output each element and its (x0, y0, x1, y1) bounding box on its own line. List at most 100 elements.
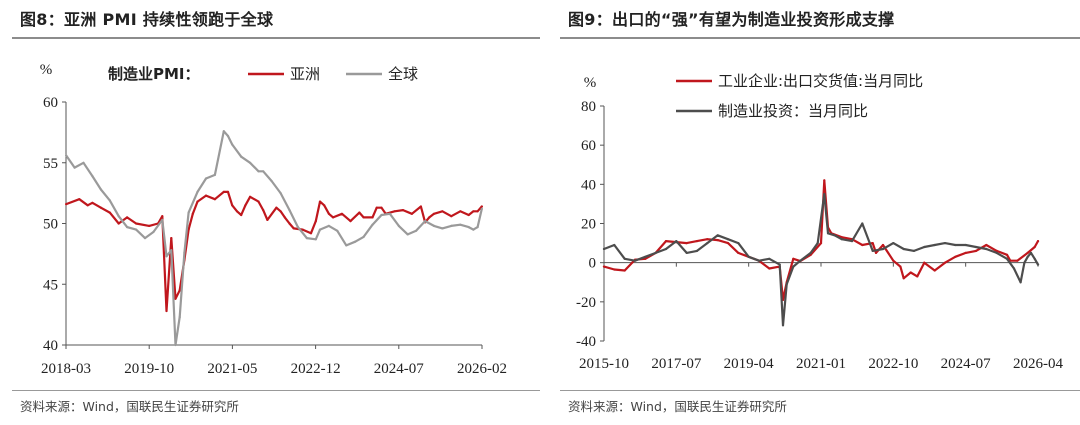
data-point-s1-38 (309, 232, 313, 235)
data-point-s2-12 (165, 255, 168, 258)
data-point-s2-42 (995, 251, 998, 254)
data-point-s1-16 (768, 267, 771, 270)
data-point-s2-3 (91, 175, 94, 178)
data-point-s2-52 (472, 228, 475, 231)
y-tick-label: 55 (43, 156, 58, 172)
data-point-s1-41 (954, 255, 957, 258)
data-point-s2-15 (178, 316, 181, 319)
data-point-s2-22 (226, 134, 230, 138)
right-source-rule (560, 390, 1080, 391)
data-point-s1-13 (737, 251, 740, 254)
y-axis-unit-label: % (584, 75, 597, 91)
data-point-s2-20 (213, 173, 216, 176)
data-point-s1-42 (327, 212, 330, 215)
data-point-s2-48 (441, 227, 444, 230)
left-panel-title: 图8：亚洲 PMI 持续性领跑于全球 (20, 10, 274, 29)
data-point-s1-4 (99, 206, 102, 209)
data-point-s2-32 (305, 237, 308, 240)
data-point-s1-6 (664, 240, 668, 243)
data-point-s2-14 (174, 343, 177, 347)
data-point-s1-50 (380, 206, 383, 209)
data-point-s1-39 (933, 269, 936, 272)
data-point-s1-1 (78, 198, 81, 201)
data-point-s2-49 (450, 224, 453, 227)
data-point-s2-45 (415, 229, 418, 232)
data-point-s1-45 (995, 249, 998, 252)
data-point-s2-51 (467, 226, 470, 229)
series-line-1 (602, 179, 1040, 301)
data-point-s1-8 (685, 242, 688, 245)
data-point-s1-44 (985, 243, 988, 247)
data-point-s2-44 (406, 233, 409, 236)
data-point-s1-12 (165, 309, 168, 313)
data-point-s1-7 (126, 216, 129, 219)
data-point-s2-36 (336, 229, 339, 232)
data-point-s1-46 (1005, 253, 1009, 256)
data-point-s2-31 (296, 226, 299, 229)
x-tick-label: 2019-04 (724, 356, 774, 372)
data-point-s2-53 (476, 226, 479, 229)
data-point-s1-54 (410, 212, 413, 215)
data-point-s2-36 (933, 243, 936, 247)
data-point-s1-28 (249, 195, 252, 198)
y-tick-label: 40 (581, 177, 596, 193)
data-point-s1-31 (266, 218, 269, 221)
data-point-s1-15 (178, 289, 181, 292)
data-point-s1-42 (964, 251, 967, 254)
data-point-s2-1 (613, 243, 616, 247)
data-point-s2-0 (602, 247, 606, 251)
data-point-s2-18 (781, 324, 785, 327)
x-tick-label: 2022-10 (868, 356, 918, 372)
data-point-s1-25 (235, 210, 239, 213)
right-chart: -40 -20 0 20 40 60 80% 2015-10 2017-07 2019-04 202… (576, 72, 1063, 372)
data-point-s1-19 (196, 200, 199, 203)
data-point-s2-42 (388, 212, 391, 215)
data-point-s2-21 (222, 130, 225, 133)
left-title-rule (12, 37, 540, 39)
data-point-s1-34 (899, 265, 902, 268)
data-point-s2-24 (823, 193, 826, 196)
data-point-s2-21 (799, 259, 802, 262)
data-point-s1-24 (231, 204, 234, 207)
x-tick-label: 2021-01 (796, 356, 846, 372)
data-point-s2-30 (871, 249, 874, 252)
data-point-s1-60 (450, 215, 453, 218)
data-point-s1-0 (65, 203, 68, 206)
data-point-s1-63 (472, 210, 475, 213)
data-point-s1-37 (916, 275, 919, 278)
data-point-s1-49 (1026, 251, 1029, 254)
data-point-s1-22 (222, 190, 225, 193)
data-point-s1-30 (262, 209, 265, 212)
legend-title: 制造业PMI： (108, 65, 200, 83)
data-point-s1-40 (943, 261, 947, 264)
data-point-s1-11 (716, 239, 719, 242)
data-point-s1-38 (923, 261, 926, 264)
data-point-s2-16 (768, 257, 771, 260)
series-line-2 (65, 130, 483, 347)
data-point-s2-8 (135, 228, 138, 231)
legend: 制造业PMI： 亚洲 全球 (108, 65, 418, 83)
data-point-s2-28 (850, 240, 854, 243)
data-point-s2-32 (892, 242, 895, 245)
data-point-s2-41 (985, 247, 988, 251)
data-point-s2-27 (840, 238, 843, 241)
y-tick-label: 60 (581, 138, 596, 154)
y-tick-label: -20 (576, 295, 596, 311)
data-point-s1-61 (459, 210, 462, 213)
data-point-s2-45 (1019, 281, 1022, 284)
data-point-s2-22 (809, 251, 812, 254)
data-point-s1-39 (314, 220, 317, 223)
data-point-s1-53 (401, 209, 405, 212)
data-point-s2-35 (327, 224, 330, 227)
data-point-s1-11 (161, 215, 164, 218)
data-point-s2-37 (943, 242, 947, 245)
data-point-s1-48 (1016, 259, 1019, 262)
data-point-s1-51 (1036, 240, 1040, 243)
data-point-s2-47 (432, 224, 436, 227)
data-point-s2-16 (183, 251, 186, 254)
data-point-s2-4 (644, 255, 647, 258)
x-tick-label: 2026-02 (457, 361, 507, 377)
data-point-s2-30 (288, 209, 291, 212)
data-point-s2-46 (424, 220, 427, 223)
